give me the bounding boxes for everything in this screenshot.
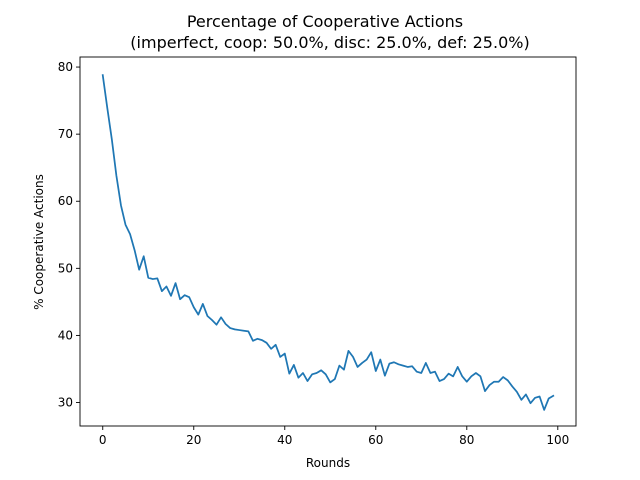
x-tick-label: 20 <box>186 433 201 447</box>
y-axis-ticks: 30 40 50 60 70 80 <box>58 60 80 410</box>
y-tick-label: 50 <box>58 261 73 275</box>
x-axis-label: Rounds <box>306 456 350 470</box>
x-tick-label: 80 <box>459 433 474 447</box>
y-tick-label: 40 <box>58 328 73 342</box>
y-axis-label: % Cooperative Actions <box>32 174 46 310</box>
x-tick-label: 60 <box>368 433 383 447</box>
y-tick-label: 30 <box>58 396 73 410</box>
x-tick-label: 0 <box>99 433 107 447</box>
plot-frame <box>79 56 577 427</box>
y-tick-label: 80 <box>58 60 73 74</box>
x-axis-ticks: 0 20 40 60 80 100 <box>99 426 569 447</box>
x-tick-label: 100 <box>546 433 569 447</box>
y-tick-label: 60 <box>58 194 73 208</box>
chart-title: Percentage of Cooperative Actions <box>187 12 463 31</box>
y-tick-label: 70 <box>58 127 73 141</box>
series-line <box>101 74 555 411</box>
chart-subtitle: (imperfect, coop: 50.0%, disc: 25.0%, de… <box>130 33 529 52</box>
x-tick-label: 40 <box>277 433 292 447</box>
